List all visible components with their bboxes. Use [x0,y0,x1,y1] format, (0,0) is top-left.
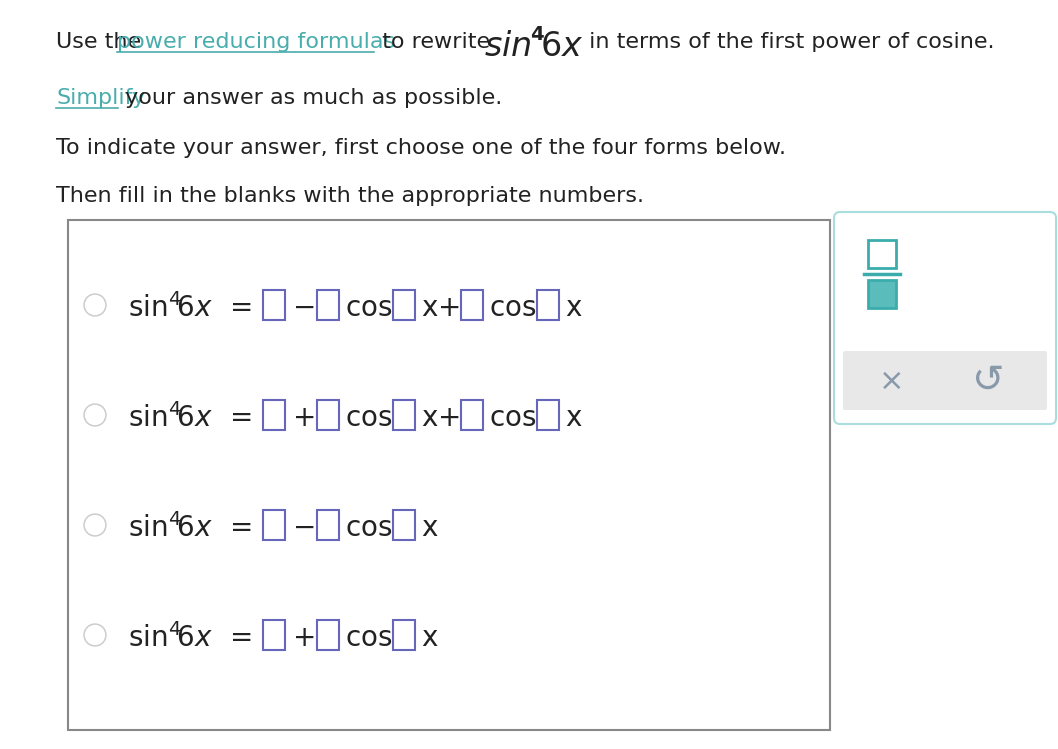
Text: your answer as much as possible.: your answer as much as possible. [118,88,503,108]
Text: +: + [438,294,461,322]
Text: $\mathrm{sin}^4\!6x$: $\mathrm{sin}^4\!6x$ [128,293,213,323]
Text: x: x [565,404,582,432]
FancyBboxPatch shape [868,280,896,308]
FancyBboxPatch shape [68,220,829,730]
FancyBboxPatch shape [317,290,339,320]
Text: $\mathrm{cos}$: $\mathrm{cos}$ [489,294,536,322]
FancyBboxPatch shape [393,510,415,540]
Text: $\mathrm{sin}^4\!6x$: $\mathrm{sin}^4\!6x$ [128,513,213,543]
Text: Simplify: Simplify [56,88,145,108]
Text: −: − [293,294,316,322]
Text: $\mathrm{sin}^4\!6x$: $\mathrm{sin}^4\!6x$ [128,403,213,433]
FancyBboxPatch shape [317,400,339,430]
Text: ↺: ↺ [971,362,1004,400]
Text: $\mathrm{cos}$: $\mathrm{cos}$ [345,294,393,322]
Text: power reducing formulas: power reducing formulas [117,32,395,52]
Circle shape [86,515,105,535]
Text: −: − [293,514,316,542]
Text: To indicate your answer, first choose one of the four forms below.: To indicate your answer, first choose on… [56,138,786,158]
Circle shape [86,405,105,425]
FancyBboxPatch shape [393,400,415,430]
Circle shape [86,625,105,644]
Text: to rewrite: to rewrite [375,32,497,52]
Text: x: x [421,404,437,432]
Text: $\mathbf{\mathit{6x}}$: $\mathbf{\mathit{6x}}$ [540,29,583,62]
FancyBboxPatch shape [263,290,285,320]
FancyBboxPatch shape [868,240,896,268]
Text: $\mathbf{\mathit{sin}}$: $\mathbf{\mathit{sin}}$ [484,29,531,62]
Text: +: + [293,624,316,652]
FancyBboxPatch shape [263,510,285,540]
Text: Use the: Use the [56,32,148,52]
Text: x: x [421,624,437,652]
Text: +: + [293,404,316,432]
Text: x: x [421,514,437,542]
Text: +: + [438,404,461,432]
Text: =: = [230,404,253,432]
FancyBboxPatch shape [843,351,1047,410]
Circle shape [84,624,106,646]
Text: 4: 4 [530,25,544,43]
Text: $\mathrm{cos}$: $\mathrm{cos}$ [489,404,536,432]
FancyBboxPatch shape [317,510,339,540]
Circle shape [84,404,106,426]
Text: $\mathrm{cos}$: $\mathrm{cos}$ [345,514,393,542]
Circle shape [86,296,105,315]
FancyBboxPatch shape [263,620,285,650]
FancyBboxPatch shape [393,290,415,320]
FancyBboxPatch shape [834,212,1056,424]
Text: ×: × [879,366,905,395]
Text: Then fill in the blanks with the appropriate numbers.: Then fill in the blanks with the appropr… [56,186,644,206]
Text: $\mathrm{sin}^4\!6x$: $\mathrm{sin}^4\!6x$ [128,623,213,653]
FancyBboxPatch shape [537,290,559,320]
Text: in terms of the first power of cosine.: in terms of the first power of cosine. [582,32,995,52]
Text: =: = [230,624,253,652]
FancyBboxPatch shape [393,620,415,650]
Text: =: = [230,514,253,542]
Text: x: x [421,294,437,322]
Text: $\mathrm{cos}$: $\mathrm{cos}$ [345,624,393,652]
FancyBboxPatch shape [263,400,285,430]
Circle shape [84,294,106,316]
Text: =: = [230,294,253,322]
FancyBboxPatch shape [317,620,339,650]
Text: x: x [565,294,582,322]
FancyBboxPatch shape [537,400,559,430]
Circle shape [84,514,106,536]
FancyBboxPatch shape [461,290,484,320]
FancyBboxPatch shape [461,400,484,430]
Text: $\mathrm{cos}$: $\mathrm{cos}$ [345,404,393,432]
